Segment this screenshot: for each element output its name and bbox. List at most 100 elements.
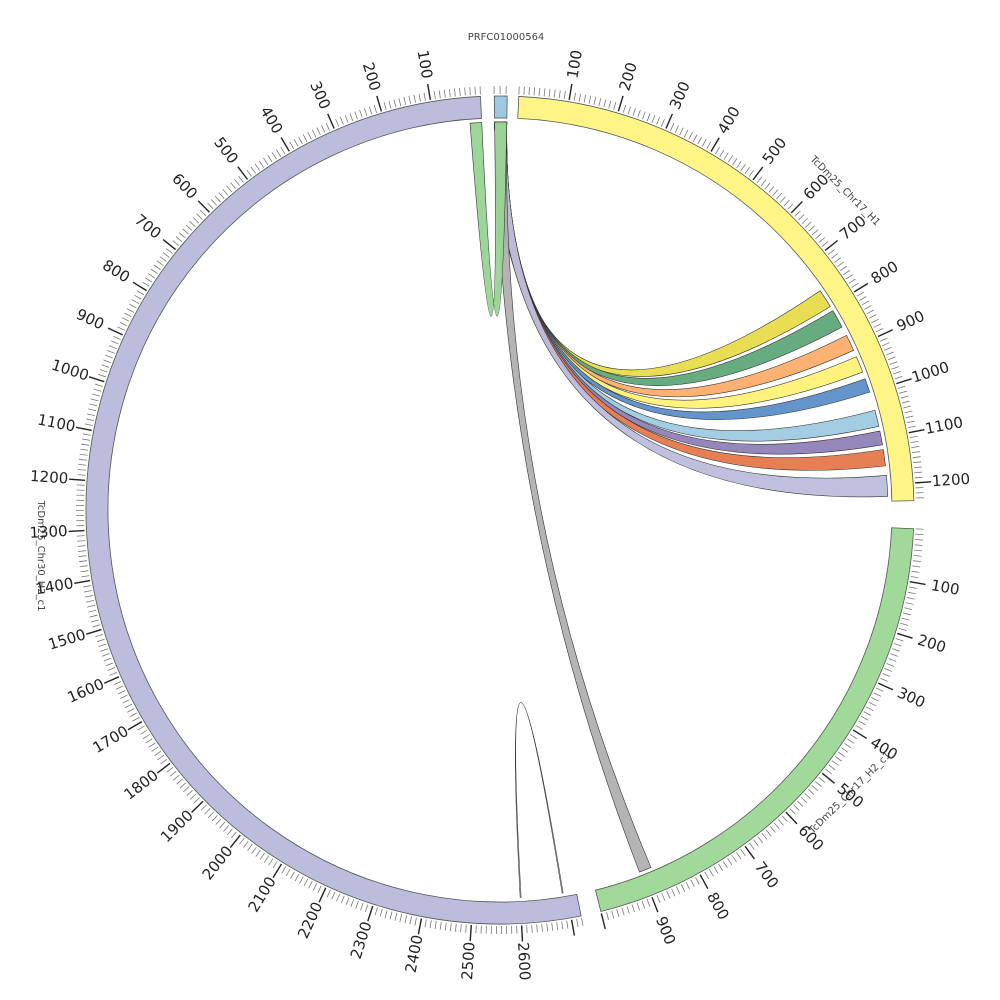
- minor-tick: [148, 742, 156, 748]
- minor-tick: [379, 908, 383, 917]
- minor-tick: [732, 158, 738, 166]
- minor-tick: [105, 662, 114, 667]
- minor-tick: [124, 703, 133, 709]
- minor-tick: [828, 764, 836, 771]
- minor-tick: [797, 800, 804, 807]
- minor-tick: [869, 314, 877, 319]
- minor-tick: [165, 248, 173, 254]
- tick-label: 1100: [36, 411, 77, 436]
- tick-label: 700: [131, 211, 165, 243]
- minor-tick: [831, 253, 838, 259]
- minor-tick: [656, 117, 661, 125]
- minor-tick: [137, 725, 145, 731]
- minor-tick: [80, 570, 89, 573]
- minor-tick: [676, 886, 681, 895]
- minor-tick: [893, 371, 901, 375]
- minor-tick: [558, 90, 561, 99]
- minor-tick: [859, 296, 867, 301]
- major-tick: [327, 113, 335, 129]
- minor-tick: [321, 125, 326, 133]
- minor-tick: [215, 818, 222, 825]
- minor-tick: [413, 94, 416, 103]
- minor-tick: [140, 729, 148, 735]
- minor-tick: [546, 923, 549, 932]
- minor-tick: [727, 858, 733, 866]
- minor-tick: [783, 199, 790, 207]
- minor-tick: [834, 257, 842, 263]
- major-tick: [107, 327, 123, 336]
- minor-tick: [566, 920, 569, 929]
- minor-tick: [781, 815, 788, 822]
- tick-label: 1000: [910, 358, 952, 387]
- major-tick: [785, 811, 798, 825]
- minor-tick: [307, 131, 312, 140]
- minor-tick: [336, 893, 340, 902]
- minor-tick: [892, 648, 900, 652]
- minor-tick: [145, 277, 153, 283]
- major-tick: [127, 721, 143, 731]
- link-ribbon: [514, 702, 564, 898]
- minor-tick: [364, 108, 368, 116]
- major-tick: [752, 166, 764, 181]
- minor-tick: [131, 299, 140, 304]
- minor-tick: [157, 754, 165, 761]
- minor-tick: [107, 349, 115, 354]
- minor-tick: [77, 540, 86, 542]
- minor-tick: [86, 413, 95, 417]
- minor-tick: [109, 345, 117, 350]
- minor-tick: [117, 690, 126, 695]
- tick-label: 2000: [199, 842, 237, 883]
- minor-tick: [541, 923, 543, 932]
- minor-tick: [349, 113, 354, 122]
- minor-tick: [885, 351, 894, 356]
- major-tick: [909, 581, 926, 586]
- minor-tick: [429, 920, 432, 929]
- minor-tick: [674, 125, 679, 133]
- minor-tick: [828, 249, 835, 255]
- tick-label: 1700: [90, 722, 132, 757]
- minor-tick: [172, 774, 180, 781]
- minor-tick: [848, 278, 856, 284]
- minor-tick: [789, 808, 796, 815]
- minor-tick: [350, 899, 355, 908]
- major-tick: [665, 113, 674, 129]
- minor-tick: [84, 423, 93, 426]
- minor-tick: [895, 638, 904, 642]
- major-tick: [908, 429, 925, 434]
- minor-tick: [723, 152, 729, 160]
- major-tick: [852, 729, 868, 740]
- minor-tick: [99, 369, 108, 373]
- minor-tick: [801, 217, 808, 225]
- minor-tick: [166, 766, 174, 773]
- tick-label: 900: [652, 914, 679, 947]
- minor-tick: [626, 906, 630, 914]
- tick-label: 1900: [157, 806, 197, 846]
- minor-tick: [227, 828, 233, 836]
- minor-tick: [251, 846, 257, 854]
- minor-tick: [151, 746, 159, 752]
- link-ribbon: [494, 121, 855, 398]
- minor-tick: [340, 117, 344, 125]
- minor-tick: [117, 326, 125, 331]
- tick-label: 200: [915, 631, 948, 657]
- minor-tick: [438, 90, 441, 99]
- minor-tick: [254, 163, 261, 171]
- minor-tick: [443, 89, 446, 98]
- major-tick: [744, 845, 756, 860]
- minor-tick: [359, 109, 363, 118]
- minor-tick: [900, 622, 909, 626]
- major-tick: [237, 166, 249, 180]
- minor-tick: [418, 93, 421, 102]
- minor-tick: [175, 236, 183, 243]
- minor-tick: [911, 451, 921, 454]
- minor-tick: [858, 720, 866, 726]
- minor-tick: [913, 461, 922, 464]
- minor-tick: [153, 264, 161, 270]
- minor-tick: [548, 88, 551, 97]
- minor-tick: [873, 692, 882, 697]
- minor-tick: [105, 354, 113, 359]
- minor-tick: [89, 614, 98, 618]
- tick-label: 900: [894, 307, 928, 335]
- minor-tick: [340, 895, 345, 904]
- minor-tick: [740, 849, 746, 857]
